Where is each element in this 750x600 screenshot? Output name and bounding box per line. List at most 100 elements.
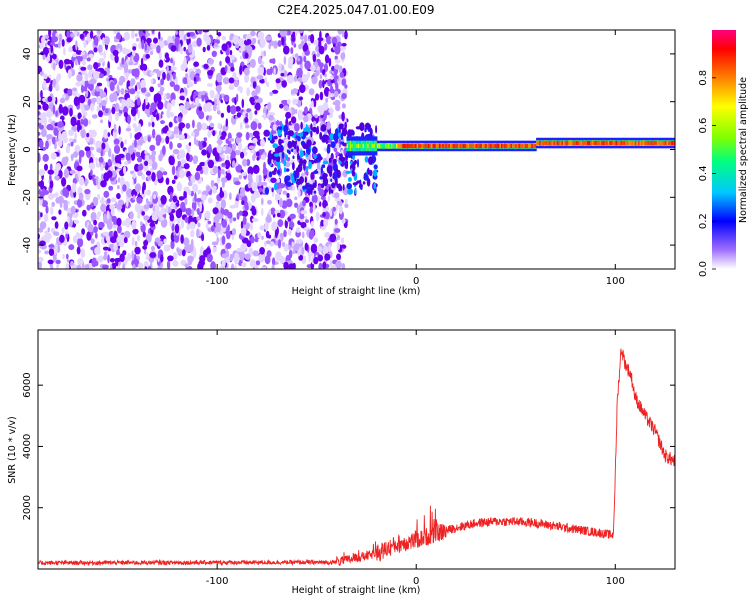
heatmap-cell [294,202,299,208]
heatmap-cell [186,224,190,231]
heatmap-cell [221,235,226,245]
heatmap-cell [121,98,125,108]
heatmap-cell [89,137,94,145]
heatmap-cell [86,204,91,211]
heatmap-cell [80,128,86,139]
heatmap-cell [252,250,259,257]
heatmap-cell [513,143,516,149]
heatmap-cell [497,143,500,149]
heatmap-cell [69,170,76,175]
heatmap-cell [638,140,641,146]
heatmap-cell [349,129,355,136]
heatmap-cell [239,65,243,76]
heatmap-cell [247,173,253,183]
heatmap-cell [599,140,602,146]
heatmap-cell [93,62,99,70]
heatmap-cell [186,152,190,162]
heatmap-cell [264,240,267,247]
heatmap-cell [276,195,281,201]
heatmap-cell [96,30,101,35]
heatmap-cell [157,83,162,88]
heatmap-cell [307,30,314,33]
heatmap-cell [287,130,294,137]
heatmap-cell [260,154,266,161]
heatmap-cell [285,198,293,208]
heatmap-cell [81,106,85,114]
heatmap-cell [364,128,367,133]
heatmap-cell [70,260,74,266]
heatmap-cell [138,30,143,37]
heatmap-cell [294,108,298,115]
snr-ylabel: SNR (10 * v/v) [7,416,18,484]
heatmap-cell [357,158,359,168]
heatmap-cell [200,194,207,201]
heatmap-cell [233,255,240,265]
heatmap-cell [194,171,201,181]
heatmap-cell [61,106,69,116]
heatmap-cell [230,105,237,115]
heatmap-cell [448,143,451,149]
x-tick-label: 0 [413,276,419,287]
heatmap-cell [194,97,200,106]
heatmap-cell [110,197,117,203]
heatmap-cell [145,53,150,59]
heatmap-cell [609,140,612,146]
heatmap-cell [602,140,606,146]
heatmap-cell [178,153,181,161]
heatmap-cell [194,192,197,202]
heatmap-cell [326,153,330,162]
heatmap-cell [84,178,88,187]
heatmap-cell [180,201,186,212]
heatmap-cell [160,111,164,115]
heatmap-cell [106,198,111,204]
heatmap-cell [620,140,623,146]
heatmap-cell [130,106,137,117]
heatmap-cell [486,143,489,149]
heatmap-cell [668,140,671,146]
heatmap-cell [647,140,650,146]
heatmap-cell [169,81,175,87]
heatmap-cell [85,89,89,98]
heatmap-cell [169,213,175,222]
heatmap-cell [42,103,49,111]
heatmap-cell [328,57,332,67]
heatmap-cell [539,140,542,146]
heatmap-cell [58,209,62,215]
heatmap-cell [644,140,647,146]
heatmap-cell [92,196,99,207]
heatmap-cell [363,174,369,181]
heatmap-cell [110,236,117,244]
heatmap-cell [149,51,154,55]
heatmap-cell [319,176,323,180]
heatmap-cell [665,140,668,146]
heatmap-cell [653,140,657,146]
heatmap-cell [132,46,137,51]
heatmap-cell [295,178,301,185]
heatmap-cell [437,143,440,149]
heatmap-cell [150,115,154,124]
heatmap-cell [493,143,496,149]
heatmap-cell [279,30,287,37]
heatmap-cell [243,238,247,244]
heatmap-cell [188,142,192,147]
heatmap-cell [564,140,567,146]
heatmap-cell [80,248,85,259]
heatmap-cell [325,97,329,103]
heatmap-cell [212,149,217,156]
heatmap-cell [207,220,212,225]
heatmap-cell [626,140,629,146]
heatmap-cell [327,195,331,202]
heatmap-cell [501,143,504,149]
heatmap-cell [260,50,265,58]
heatmap-cell [117,265,121,269]
heatmap-cell [144,266,148,269]
heatmap-cell [50,206,54,216]
heatmap-cell [239,86,243,94]
heatmap-cell [133,68,140,78]
heatmap-cell [438,143,442,149]
heatmap-cell [212,165,219,174]
heatmap-cell [558,140,561,146]
heatmap-cell [308,253,311,263]
heatmap-cell [233,79,239,88]
heatmap-cell [160,86,165,92]
